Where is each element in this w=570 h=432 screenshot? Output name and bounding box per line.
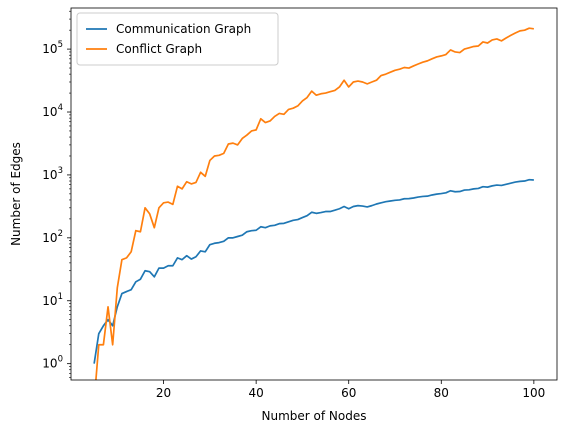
- y-tick-label: 102: [42, 229, 63, 245]
- x-tick-label: 20: [156, 386, 171, 400]
- legend-box: [76, 12, 279, 66]
- y-tick-label: 105: [42, 40, 63, 56]
- series-layer: [93, 27, 534, 380]
- y-tick-label: 101: [42, 292, 63, 308]
- y-tick-label: 100: [42, 355, 63, 371]
- x-tick-label: 60: [341, 386, 356, 400]
- x-axis: 20 40 60 80 100: [156, 380, 545, 400]
- x-tick-label: 100: [522, 386, 545, 400]
- y-axis-label: Number of Edges: [9, 142, 23, 246]
- series-line-1: [95, 27, 534, 380]
- y-tick-label: 104: [42, 103, 63, 119]
- x-axis-label: Number of Nodes: [262, 409, 367, 423]
- x-tick-label: 80: [434, 386, 449, 400]
- x-tick-label: 40: [249, 386, 264, 400]
- legend: Communication Graph Conflict Graph: [76, 12, 279, 66]
- legend-label-communication-graph: Communication Graph: [116, 22, 251, 36]
- legend-label-conflict-graph: Conflict Graph: [116, 42, 202, 56]
- y-tick-label: 103: [42, 166, 63, 182]
- series-line-0: [93, 178, 534, 364]
- y-axis: 100 101 102 103 104 105: [42, 10, 71, 378]
